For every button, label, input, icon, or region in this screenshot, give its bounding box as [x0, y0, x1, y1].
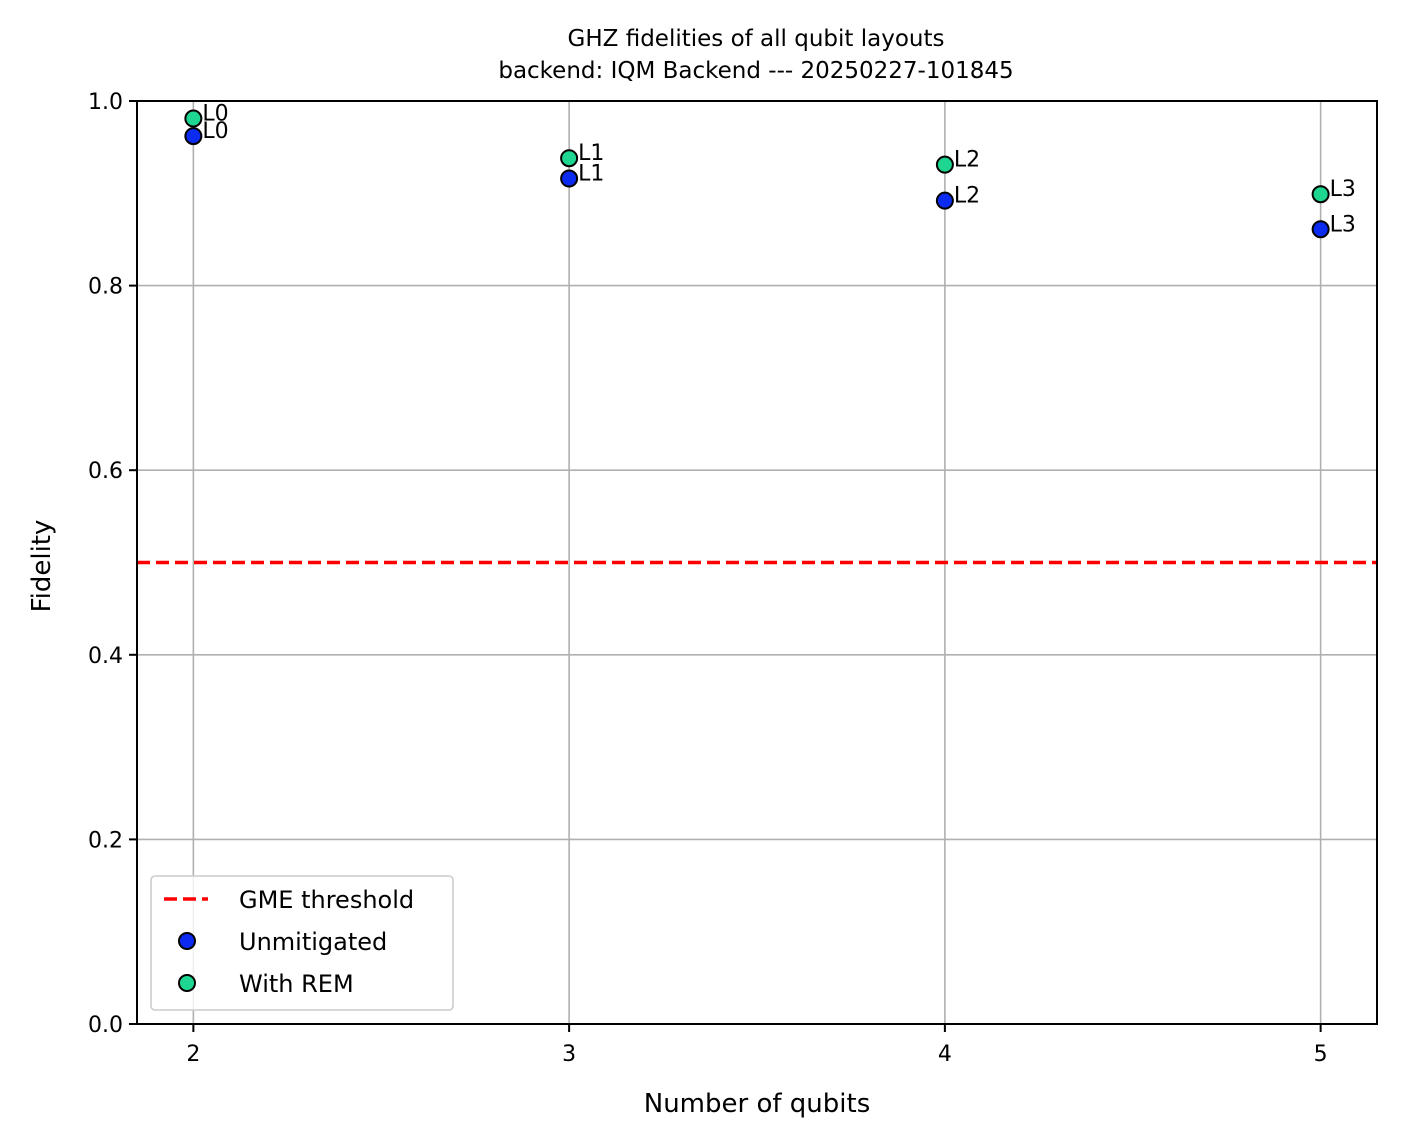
- x-axis-label: Number of qubits: [644, 1089, 870, 1119]
- y-tick-label-1-0: 1.0: [88, 90, 123, 115]
- data-points: L0 L1 L2 L3 L0 L1 L2 L3: [184, 102, 1356, 239]
- x-tick-label-4: 4: [938, 1042, 952, 1067]
- x-tick-label-5: 5: [1314, 1042, 1328, 1067]
- legend-with-rem-marker: [178, 974, 196, 992]
- point-label-unmitigated-3: L1: [578, 162, 604, 187]
- point-with-rem-5: [1311, 185, 1330, 204]
- chart-title: GHZ fidelities of all qubit layouts: [568, 26, 945, 52]
- point-unmitigated-5: [1311, 220, 1330, 239]
- y-axis-label: Fidelity: [27, 520, 57, 613]
- point-unmitigated-2: [184, 127, 203, 146]
- legend-box: [150, 875, 454, 1011]
- y-tick-label-0-2: 0.2: [88, 828, 123, 853]
- legend: GME threshold Unmitigated With REM: [150, 875, 454, 1011]
- legend-threshold-label: GME threshold: [239, 886, 414, 914]
- point-with-rem-2: [184, 109, 203, 128]
- point-unmitigated-4: [935, 191, 954, 210]
- y-tick-label-0-0: 0.0: [88, 1013, 123, 1038]
- chart-subtitle: backend: IQM Backend --- 20250227-101845: [498, 58, 1013, 84]
- x-tick-label-2: 2: [186, 1042, 200, 1067]
- point-label-unmitigated-2: L0: [202, 119, 228, 144]
- legend-unmitigated-label: Unmitigated: [239, 928, 387, 956]
- point-with-rem-4: [935, 155, 954, 174]
- point-label-with-rem-3: L1: [578, 141, 604, 166]
- legend-with-rem-label: With REM: [239, 970, 354, 998]
- axis-ticks: 2 3 4 5 0.0 0.2 0.4 0.6 0.8 1.0: [88, 90, 1328, 1067]
- point-label-unmitigated-4: L2: [954, 184, 980, 209]
- y-tick-label-0-6: 0.6: [88, 459, 123, 484]
- x-tick-label-3: 3: [562, 1042, 576, 1067]
- point-label-with-rem-4: L2: [954, 148, 980, 173]
- point-with-rem-3: [560, 149, 579, 168]
- point-label-with-rem-5: L3: [1330, 177, 1356, 202]
- legend-unmitigated-marker: [178, 932, 196, 950]
- y-tick-label-0-4: 0.4: [88, 644, 123, 669]
- point-label-with-rem-2: L0: [202, 102, 228, 127]
- point-label-unmitigated-5: L3: [1330, 212, 1356, 237]
- plot-area-frame: [136, 100, 1378, 1025]
- y-tick-label-0-8: 0.8: [88, 275, 123, 300]
- point-unmitigated-3: [560, 169, 579, 188]
